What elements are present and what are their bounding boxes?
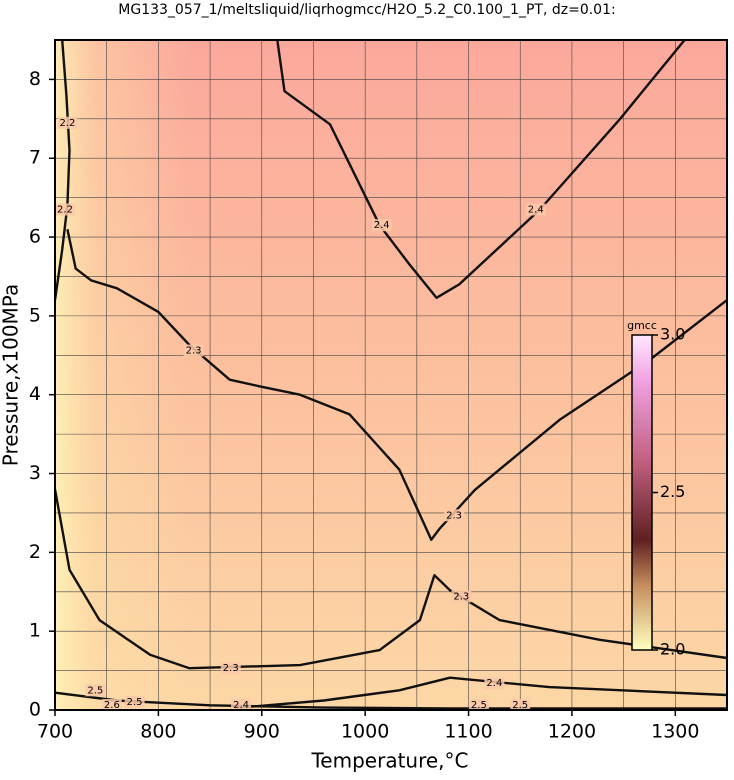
y-tick-label: 8: [29, 68, 41, 90]
x-tick-label: 800: [140, 721, 176, 743]
y-tick-label: 7: [29, 147, 41, 169]
contour-label: 2.3: [223, 663, 239, 674]
contour-label-bg: [231, 699, 252, 711]
contour-label-bg: [183, 344, 204, 357]
contour-label-bg: [451, 590, 472, 603]
y-tick-label: 4: [29, 383, 41, 405]
contour-label: 2.2: [59, 118, 75, 129]
chart-title: MG133_057_1/meltsliquid/liqrhogmcc/H2O_5…: [118, 2, 615, 18]
y-tick-label: 5: [29, 304, 41, 326]
contour-line: [276, 39, 686, 299]
contour-label: 2.5: [512, 700, 528, 711]
contour-line: [239, 676, 728, 709]
contour-label-bg: [220, 662, 241, 675]
contour-label: 2.4: [528, 204, 544, 215]
contour-line: [53, 489, 728, 670]
contour-label: 2.5: [127, 697, 143, 708]
contour-label-bg: [124, 696, 145, 709]
contour-label-bg: [85, 684, 106, 697]
plot-frame: [54, 39, 728, 711]
y-axis-label: Pressure,x100MPa: [0, 284, 23, 466]
contour-label-bg: [101, 699, 122, 711]
contour-label: 2.2: [57, 204, 73, 215]
contour-label-bg: [510, 699, 531, 711]
contour-line: [66, 228, 728, 541]
contour-label-bg: [371, 219, 392, 232]
colorbar-tick-label: 2.5: [660, 482, 685, 501]
contour-label: 2.3: [446, 510, 462, 521]
contour-label-bg: [57, 116, 78, 129]
y-tick-label: 0: [29, 699, 41, 721]
x-tick-label: 1200: [548, 721, 596, 743]
contour-label-bg: [484, 677, 505, 690]
field-background: [55, 40, 727, 710]
x-tick-label: 1100: [444, 721, 492, 743]
contour-label: 2.5: [87, 685, 103, 696]
y-tick-label: 2: [29, 541, 41, 563]
x-tick-label: 700: [37, 721, 73, 743]
x-tick-label: 1000: [341, 721, 389, 743]
colorbar: [631, 334, 653, 651]
x-tick-label: 1300: [651, 721, 699, 743]
contour-label-bg: [444, 509, 465, 522]
x-tick-label: 900: [244, 721, 280, 743]
contour-label-bg: [55, 203, 75, 216]
contour-label: 2.3: [186, 346, 202, 357]
colorbar-tick-label: 3.0: [660, 325, 685, 344]
y-tick-label: 1: [29, 620, 41, 642]
y-tick-label: 6: [29, 226, 41, 248]
contour-label: 2.4: [233, 700, 249, 711]
contour-label: 2.4: [486, 678, 502, 689]
contour-line: [53, 39, 71, 301]
contour-label: 2.6: [104, 700, 120, 711]
x-axis-label: Temperature,°C: [310, 749, 468, 773]
contour-label-bg: [468, 699, 489, 711]
contour-label: 2.3: [453, 591, 469, 602]
colorbar-label: gmcc: [627, 319, 657, 332]
contour-label: 2.4: [374, 220, 390, 231]
colorbar-tick-label: 2.0: [660, 640, 685, 659]
y-tick-label: 3: [29, 462, 41, 484]
contour-label-bg: [525, 203, 546, 216]
contour-label: 2.5: [471, 700, 487, 711]
plot-area: [55, 40, 727, 710]
